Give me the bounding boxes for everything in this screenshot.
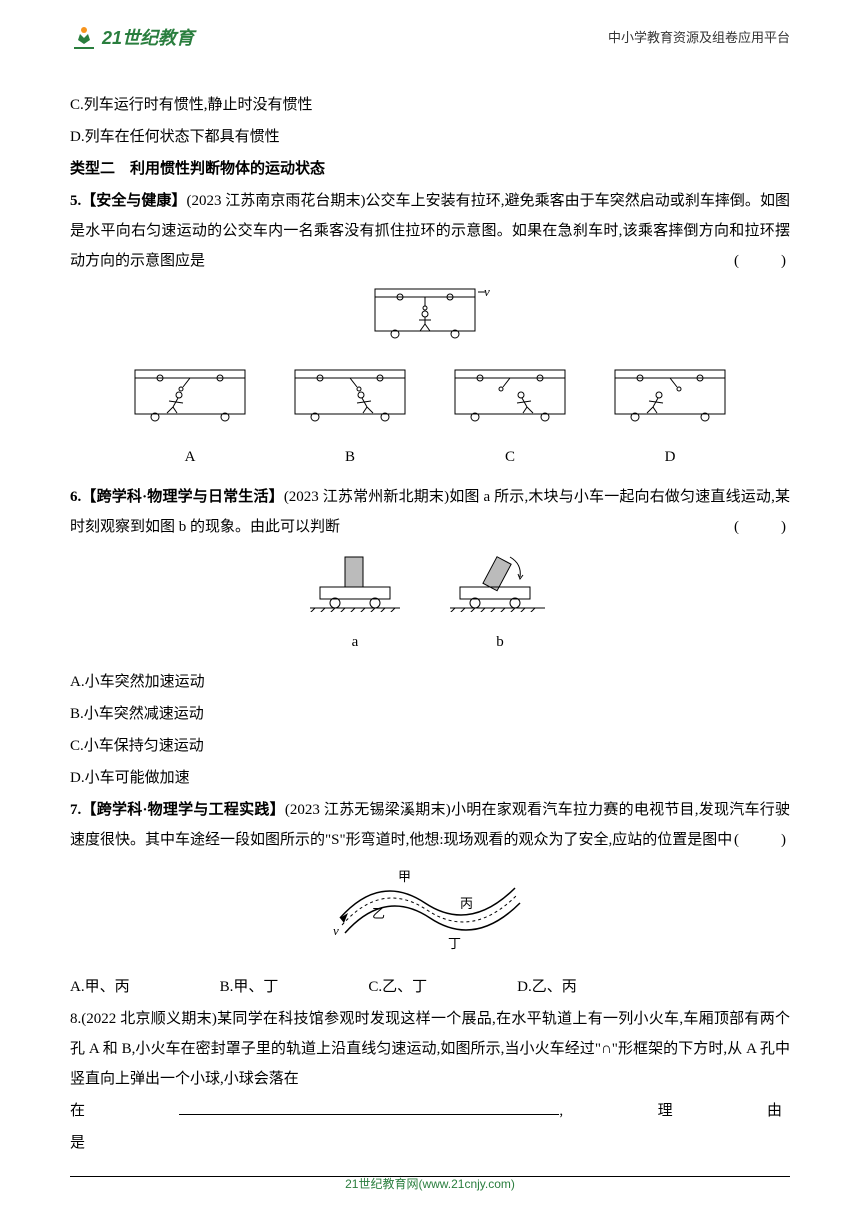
q7-opt-b: B.甲、丁 [220, 972, 279, 1002]
q6-figures: a b [70, 552, 790, 657]
q5-label-c: C [445, 442, 575, 472]
option-d: D.列车在任何状态下都具有惯性 [70, 122, 790, 152]
q8-text: 8.(2022 北京顺义期末)某同学在科技馆参观时发现这样一个展品,在水平轨道上… [70, 1004, 790, 1094]
q7-text: 7.【跨学科·物理学与工程实践】(2023 江苏无锡梁溪期末)小明在家观看汽车拉… [70, 795, 790, 855]
logo: 21世纪教育 [70, 20, 194, 56]
q6-tag: 6.【跨学科·物理学与日常生活】 [70, 489, 284, 505]
q6-label-b: b [450, 627, 550, 657]
q7-figure: 甲 乙 丙 丁 v [70, 863, 790, 964]
page-header: 21世纪教育 中小学教育资源及组卷应用平台 [70, 20, 790, 56]
fill-blank-1 [179, 1097, 559, 1115]
q6-text: 6.【跨学科·物理学与日常生活】(2023 江苏常州新北期末)如图 a 所示,木… [70, 482, 790, 542]
q6-fig-b: b [450, 552, 550, 657]
content: C.列车运行时有惯性,静止时没有惯性 D.列车在任何状态下都具有惯性 类型二 利… [70, 90, 790, 1188]
label-bing: 丙 [460, 896, 473, 911]
q6-opt-c: C.小车保持匀速运动 [70, 731, 790, 761]
q8-fill1-row: 在,理由 [70, 1096, 790, 1126]
q5-paren: ( ) [734, 246, 790, 276]
q6-source: (2023 江苏常州新北期末) [284, 489, 449, 505]
q5-tag: 5.【安全与健康】 [70, 193, 186, 209]
q7-options: A.甲、丙 B.甲、丁 C.乙、丁 D.乙、丙 [70, 972, 790, 1002]
q7-paren: ( ) [734, 825, 790, 855]
q6-label-a: a [310, 627, 400, 657]
label-yi: 乙 [372, 906, 385, 921]
q5-label-d: D [605, 442, 735, 472]
label-jia: 甲 [398, 869, 411, 884]
q7-tag: 7.【跨学科·物理学与工程实践】 [70, 802, 285, 818]
q7-opt-c: C.乙、丁 [368, 972, 427, 1002]
q6-fig-a: a [310, 552, 400, 657]
q6-paren: ( ) [734, 512, 790, 542]
q5-top-figure: v [70, 284, 790, 355]
q5-fig-a: A [125, 365, 255, 472]
q6-opt-b: B.小车突然减速运动 [70, 699, 790, 729]
option-c: C.列车运行时有惯性,静止时没有惯性 [70, 90, 790, 120]
q5-fig-c: C [445, 365, 575, 472]
runner-icon [70, 24, 98, 52]
logo-text: 21世纪教育 [102, 20, 194, 56]
type2-heading: 类型二 利用惯性判断物体的运动状态 [70, 154, 790, 184]
q7-opt-d: D.乙、丙 [517, 972, 577, 1002]
q5-text: 5.【安全与健康】(2023 江苏南京雨花台期末)公交车上安装有拉环,避免乘客由… [70, 186, 790, 276]
velocity-label: v [484, 284, 490, 299]
q5-label-b: B [285, 442, 415, 472]
q7-source: (2023 江苏无锡梁溪期末) [285, 802, 451, 818]
q6-opt-d: D.小车可能做加速 [70, 763, 790, 793]
q5-fig-b: B [285, 365, 415, 472]
header-subtitle: 中小学教育资源及组卷应用平台 [608, 25, 790, 51]
q5-fig-d: D [605, 365, 735, 472]
q5-source: (2023 江苏南京雨花台期末) [186, 193, 365, 209]
q6-opt-a: A.小车突然加速运动 [70, 667, 790, 697]
q7-opt-a: A.甲、丙 [70, 972, 130, 1002]
label-ding: 丁 [448, 936, 461, 951]
page-footer: 21世纪教育网(www.21cnjy.com) [0, 1172, 860, 1196]
label-v: v [333, 923, 339, 938]
q8-source: 8.(2022 北京顺义期末) [70, 1011, 217, 1027]
q5-options-figures: A B [70, 365, 790, 472]
q5-label-a: A [125, 442, 255, 472]
